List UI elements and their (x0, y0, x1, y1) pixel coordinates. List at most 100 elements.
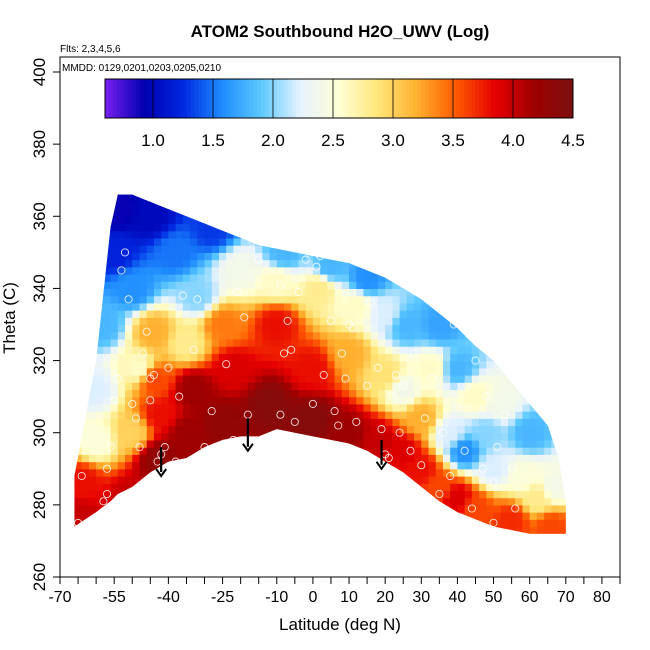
heatmap-cell (298, 230, 307, 239)
heatmap-cell (536, 288, 545, 297)
heatmap-cell (566, 332, 574, 340)
heatmap-cell (349, 504, 357, 513)
heatmap-cell (312, 230, 321, 239)
heatmap-cell (305, 353, 314, 362)
heatmap-cell (327, 230, 336, 239)
heatmap-cell (551, 375, 560, 383)
heatmap-cell (175, 245, 184, 253)
heatmap-cell (356, 230, 365, 239)
heatmap-cell (226, 418, 235, 427)
colorbar-swatch (120, 79, 125, 118)
heatmap-cell (370, 490, 379, 499)
heatmap-cell (428, 274, 437, 282)
heatmap-cell (74, 201, 76, 210)
heatmap-cell (305, 468, 314, 477)
heatmap-cell (392, 259, 401, 268)
heatmap-cell (551, 504, 560, 513)
heatmap-cell (96, 418, 104, 427)
heatmap-cell (551, 194, 560, 203)
heatmap-cell (211, 252, 220, 261)
heatmap-cell (428, 526, 437, 534)
heatmap-cell (479, 209, 487, 217)
heatmap-cell (88, 447, 97, 455)
heatmap-cell (551, 324, 560, 333)
heatmap-cell (349, 461, 357, 470)
colorbar-swatch (354, 79, 359, 118)
heatmap-cell (197, 519, 206, 528)
heatmap-cell (175, 490, 184, 499)
heatmap-cell (341, 425, 350, 434)
heatmap-cell (284, 353, 292, 362)
heatmap-cell (471, 201, 480, 210)
heatmap-cell (500, 317, 509, 326)
heatmap-cell (284, 252, 292, 261)
heatmap-cell (536, 209, 545, 217)
heatmap-cell (414, 476, 422, 484)
heatmap-cell (515, 194, 524, 196)
colorbar: 1.0 1.5 2.0 2.5 3.0 3.5 4.0 4.5 (104, 78, 585, 150)
heatmap-cell (226, 367, 235, 376)
heatmap-cell (471, 519, 480, 528)
heatmap-cell (284, 209, 292, 217)
heatmap-cell (515, 497, 524, 506)
heatmap-cell (414, 468, 422, 477)
heatmap-cell (450, 497, 459, 506)
heatmap-cell (247, 194, 256, 203)
heatmap-cell (197, 252, 206, 261)
colorbar-tick-label: 1.5 (201, 131, 225, 150)
heatmap-cell (356, 245, 365, 253)
heatmap-cell (74, 237, 83, 246)
colorbar-swatch (303, 79, 309, 118)
heatmap-cell (233, 360, 242, 369)
heatmap-cell (125, 526, 133, 534)
heatmap-cell (566, 382, 574, 390)
heatmap-cell (132, 252, 141, 261)
heatmap-cell (197, 389, 206, 398)
heatmap-cell (508, 266, 516, 275)
heatmap-cell (406, 288, 415, 297)
colorbar-swatch (358, 79, 363, 118)
heatmap-cell (385, 375, 393, 383)
heatmap-cell (536, 360, 545, 369)
heatmap-cell (190, 454, 198, 463)
heatmap-cell (341, 216, 350, 225)
heatmap-cell (312, 360, 321, 369)
heatmap-cell (493, 504, 502, 513)
heatmap-cell (233, 346, 242, 354)
heatmap-cell (139, 439, 148, 448)
heatmap-cell (312, 288, 321, 297)
observation-point (160, 443, 169, 452)
heatmap-cell (428, 324, 437, 333)
heatmap-cell (544, 512, 552, 520)
heatmap-cell (450, 468, 459, 477)
heatmap-cell (341, 209, 350, 217)
heatmap-cell (298, 180, 306, 188)
heatmap-cell (442, 533, 451, 534)
heatmap-cell (406, 302, 415, 311)
colorbar-swatch (350, 79, 356, 118)
heatmap-cell (88, 302, 97, 311)
heatmap-cell (399, 295, 408, 304)
heatmap-cell (110, 194, 119, 203)
heatmap-cell (298, 194, 307, 196)
heatmap-cell (312, 302, 321, 311)
heatmap-cell (175, 403, 184, 412)
observation-point (355, 259, 364, 268)
heatmap-cell (428, 497, 437, 506)
heatmap-cell (139, 237, 148, 246)
heatmap-cell (464, 468, 473, 477)
heatmap-cell (327, 194, 336, 203)
heatmap-cell (312, 411, 321, 419)
heatmap-cell (334, 411, 343, 419)
heatmap-cell (139, 418, 148, 427)
heatmap-cell (508, 274, 516, 282)
heatmap-cell (146, 476, 155, 484)
heatmap-cell (291, 425, 300, 434)
heatmap-cell (471, 432, 480, 441)
heatmap-cell (74, 447, 76, 455)
heatmap-cell (457, 259, 466, 268)
heatmap-cell (377, 338, 386, 347)
heatmap-cell (168, 281, 177, 290)
heatmap-cell (442, 432, 451, 441)
heatmap-cell (132, 382, 141, 391)
